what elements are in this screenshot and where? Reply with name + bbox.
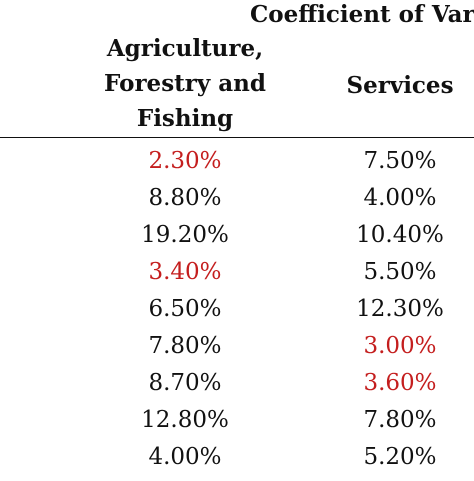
table-cell-agriculture: 2.30% bbox=[148, 148, 222, 174]
table-row: 6.50% 12.30% bbox=[0, 296, 474, 333]
table-row: 4.00% 5.20% bbox=[0, 444, 474, 481]
table-cell-services: 10.40% bbox=[356, 222, 444, 248]
table-cell-agriculture: 6.50% bbox=[148, 296, 222, 322]
table-cell-agriculture: 8.70% bbox=[148, 370, 222, 396]
table-cell-agriculture: 8.80% bbox=[148, 185, 222, 211]
table-cell-services: 4.00% bbox=[363, 185, 437, 211]
table-cell-agriculture: 4.00% bbox=[148, 444, 222, 470]
header-rule bbox=[0, 137, 474, 138]
table-row: 3.40% 5.50% bbox=[0, 259, 474, 296]
group-header: Coefficient of Var bbox=[250, 1, 474, 28]
column-header-services: Services bbox=[346, 72, 454, 99]
table-cell-services: 7.50% bbox=[363, 148, 437, 174]
table-row: 8.70% 3.60% bbox=[0, 370, 474, 407]
table-row: 12.80% 7.80% bbox=[0, 407, 474, 444]
table-row: 2.30% 7.50% bbox=[0, 148, 474, 185]
table-cell-services: 5.50% bbox=[363, 259, 437, 285]
table-cell-services: 7.80% bbox=[363, 407, 437, 433]
table-cell-agriculture: 12.80% bbox=[141, 407, 229, 433]
table-row: 19.20% 10.40% bbox=[0, 222, 474, 259]
table-row: 8.80% 4.00% bbox=[0, 185, 474, 222]
table-cell-agriculture: 7.80% bbox=[148, 333, 222, 359]
table-cell-services: 12.30% bbox=[356, 296, 444, 322]
table-cell-services: 3.00% bbox=[363, 333, 437, 359]
table-cell-services: 3.60% bbox=[363, 370, 437, 396]
table-cell-agriculture: 19.20% bbox=[141, 222, 229, 248]
table-body: 2.30% 7.50% 8.80% 4.00% 19.20% 10.40% 3.40% 5.5… bbox=[0, 148, 474, 481]
table-row: 7.80% 3.00% bbox=[0, 333, 474, 370]
column-header-agriculture: Agriculture, Forestry and Fishing bbox=[104, 35, 266, 132]
table-cell-services: 5.20% bbox=[363, 444, 437, 470]
table-cell-agriculture: 3.40% bbox=[148, 259, 222, 285]
